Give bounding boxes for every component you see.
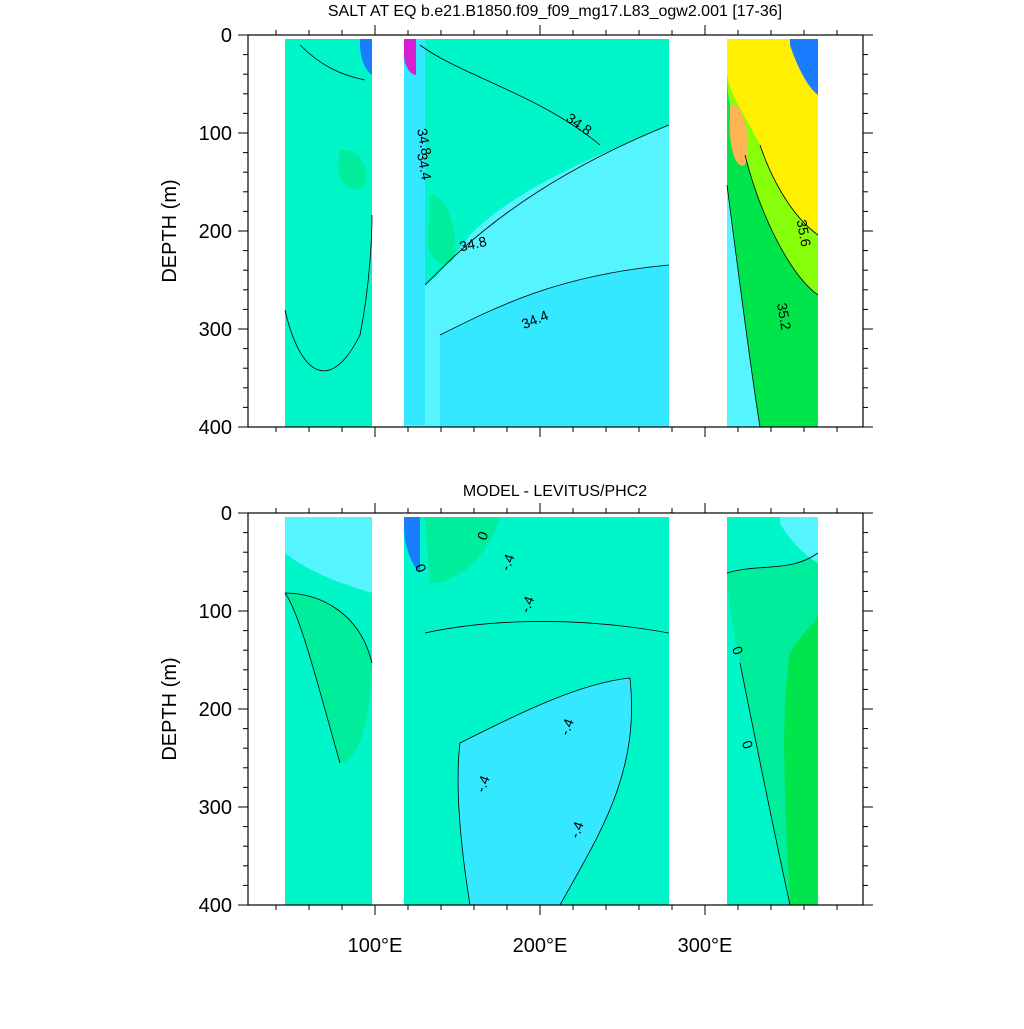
indian-positive [285, 593, 372, 763]
contour-line [424, 124, 670, 286]
contour-line [559, 677, 632, 906]
salty-core [428, 195, 456, 265]
y-tick-label: 200 [199, 221, 232, 243]
x-tick-label: 300°E [678, 935, 733, 957]
y-tick-label: 0 [221, 503, 232, 525]
western-pacific-fresh-column [404, 39, 425, 425]
y-tick-label: 400 [199, 895, 232, 917]
y-tick-label: 100 [199, 123, 232, 145]
x-tick-label: 200°E [513, 935, 568, 957]
upper-layer [404, 39, 669, 285]
contour-line [439, 264, 670, 336]
deep-fresh-layer [440, 265, 669, 427]
difference-field [285, 517, 818, 905]
y-axis-label: DEPTH (m) [159, 657, 181, 760]
indian-salty-core [338, 149, 367, 190]
bottom-panel: MODEL - LEVITUS/PHC2 00 -.4-.40-.40-.4-.4… [159, 483, 873, 957]
atlantic-surface-negative [780, 517, 818, 563]
contour-lines [284, 552, 819, 906]
contour-label: -.4 [556, 716, 577, 737]
bottom-panel-title: MODEL - LEVITUS/PHC2 [463, 483, 647, 500]
y-tick-label: 300 [199, 319, 232, 341]
indian-ocean-basin [285, 39, 372, 427]
atlantic-max-salinity [727, 39, 818, 235]
contour-line [419, 44, 601, 146]
contour-label: 35.6 [794, 218, 815, 248]
fresh-surface-patch [404, 39, 416, 75]
indian-surface-fresh [360, 39, 372, 75]
contour-line [726, 184, 761, 428]
top-panel: SALT AT EQ b.e21.B1850.f09_f09_mg17.L83_… [159, 3, 873, 439]
pacific-negative [458, 678, 632, 905]
pacific-surface-fresh [404, 517, 420, 573]
salinity-field [285, 39, 818, 427]
contour-line [299, 44, 366, 81]
y-tick-label: 100 [199, 601, 232, 623]
y-tick-label: 200 [199, 699, 232, 721]
contour-line [759, 144, 819, 236]
contour-line [284, 592, 373, 664]
y-tick-label: 0 [221, 25, 232, 47]
contour-line [284, 592, 341, 764]
contour-line [739, 662, 791, 906]
contour-label: -.4 [517, 594, 538, 615]
axis-ticks [238, 25, 873, 437]
top-panel-title: SALT AT EQ b.e21.B1850.f09_f09_mg17.L83_… [328, 3, 782, 20]
contour-lines [284, 44, 819, 428]
contour-label: 34.8 [414, 127, 435, 157]
contour-label-group: 00 -.4-.40-.40-.4-.4 [412, 529, 756, 840]
contour-line [459, 677, 631, 744]
contour-label: 34.8 [458, 233, 488, 254]
pacific-positive [425, 517, 500, 583]
contour-line [457, 742, 471, 906]
atlantic-core [729, 104, 748, 166]
contour-line [744, 154, 819, 296]
y-tick-label: 400 [199, 417, 232, 439]
contour-label: -.4 [472, 773, 493, 794]
indian-surface-fresh [285, 517, 372, 593]
y-tick-label: 300 [199, 797, 232, 819]
contour-line [726, 552, 819, 574]
atlantic-surface-fresh [790, 39, 818, 95]
contour-label: -.4 [566, 819, 587, 840]
y-axis-label: DEPTH (m) [159, 179, 181, 282]
axis-ticks [238, 503, 873, 915]
contour-label: 34.4 [414, 152, 435, 182]
contour-label: 35.2 [774, 302, 795, 332]
contour-line [424, 621, 670, 634]
atlantic-strong-positive [784, 613, 818, 905]
contour-line [284, 214, 373, 372]
contour-label: -.4 [497, 552, 518, 573]
x-tick-label: 100°E [348, 935, 403, 957]
